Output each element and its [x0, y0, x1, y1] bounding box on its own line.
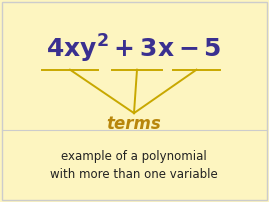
Text: with more than one variable: with more than one variable	[50, 168, 218, 181]
Text: $\mathregular{4xy^2 + 3x - 5}$: $\mathregular{4xy^2 + 3x - 5}$	[46, 32, 222, 65]
Text: example of a polynomial: example of a polynomial	[61, 150, 207, 163]
Text: terms: terms	[107, 115, 161, 133]
